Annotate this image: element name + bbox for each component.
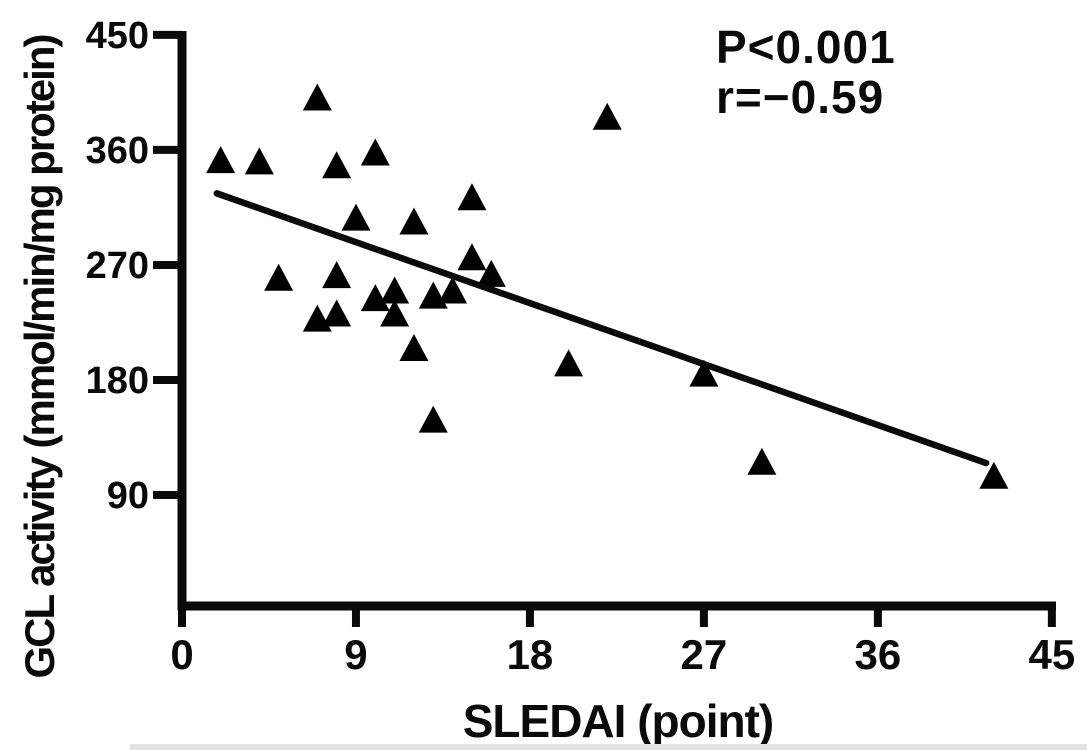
data-point-triangle bbox=[747, 447, 777, 475]
stats-annotation: P<0.001 r=−0.59 bbox=[716, 22, 896, 122]
data-point-triangle bbox=[360, 138, 390, 166]
data-point-triangle bbox=[206, 146, 236, 174]
x-tick-label: 9 bbox=[344, 631, 367, 678]
x-tick-label: 27 bbox=[681, 631, 728, 678]
x-tick-label: 18 bbox=[507, 631, 554, 678]
y-tick-label: 90 bbox=[107, 475, 149, 517]
data-point-triangle bbox=[244, 147, 274, 175]
data-point-triangle bbox=[438, 276, 468, 304]
data-point-triangle bbox=[979, 461, 1009, 489]
data-point-triangle bbox=[399, 207, 429, 235]
data-point-triangle bbox=[554, 349, 584, 377]
x-tick-label: 45 bbox=[1028, 631, 1075, 678]
data-point-triangle bbox=[264, 263, 294, 291]
data-point-triangle bbox=[457, 183, 487, 211]
y-tick-label: 270 bbox=[86, 245, 149, 287]
x-tick-label: 0 bbox=[170, 631, 193, 678]
y-tick-label: 180 bbox=[86, 360, 149, 402]
data-point-triangle bbox=[380, 276, 410, 304]
data-point-triangle bbox=[418, 405, 448, 433]
data-point-triangle bbox=[457, 243, 487, 271]
data-point-triangle bbox=[592, 102, 622, 130]
data-point-triangle bbox=[360, 284, 390, 312]
data-point-triangle bbox=[322, 261, 352, 289]
data-point-triangle bbox=[689, 359, 719, 387]
data-point-triangle bbox=[302, 83, 332, 111]
data-point-triangle bbox=[476, 259, 506, 287]
data-point-triangle bbox=[322, 151, 352, 179]
y-axis-title: GCL activity (mmol/min/mg protein) bbox=[16, 35, 63, 679]
x-axis-title: SLEDAI (point) bbox=[462, 695, 774, 747]
y-tick-label: 360 bbox=[86, 130, 149, 172]
r-value-text: r=−0.59 bbox=[716, 71, 885, 123]
data-point-triangle bbox=[341, 203, 371, 231]
p-value-text: P<0.001 bbox=[716, 21, 896, 73]
data-point-triangle bbox=[380, 299, 410, 327]
x-tick-label: 36 bbox=[855, 631, 902, 678]
data-point-triangle bbox=[399, 334, 429, 362]
data-point-triangle bbox=[322, 299, 352, 327]
trend-line bbox=[213, 190, 990, 467]
y-tick-label: 450 bbox=[86, 15, 149, 57]
scan-artifact-strip bbox=[130, 744, 1087, 750]
